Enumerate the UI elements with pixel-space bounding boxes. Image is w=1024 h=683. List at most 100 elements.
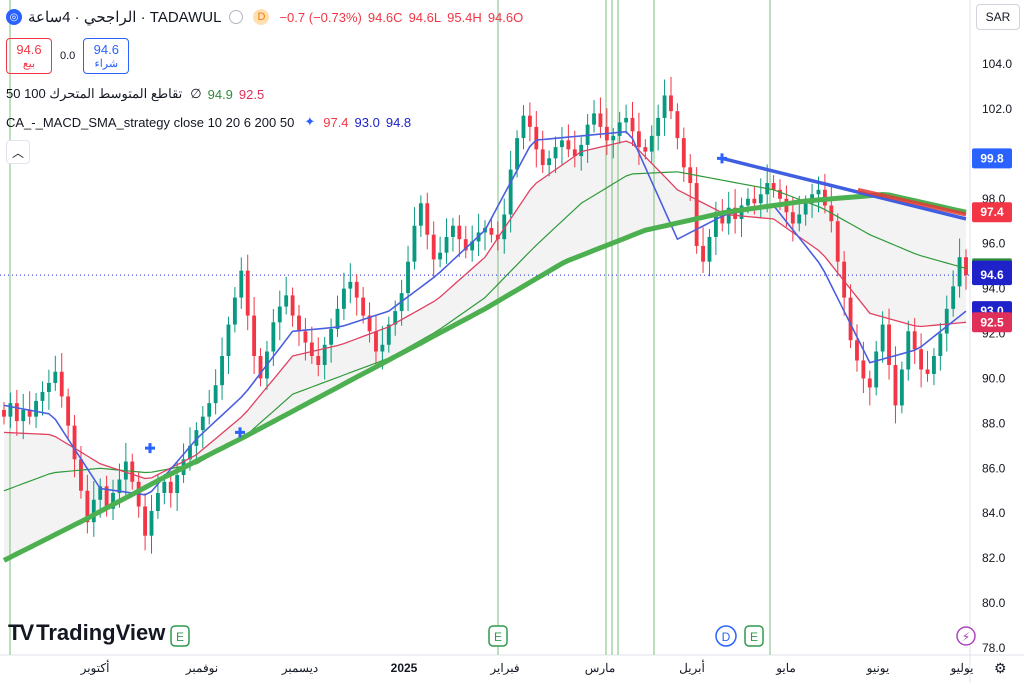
symbol-title[interactable]: الراجحي · 4ساعة · TADAWUL: [28, 9, 222, 26]
candle-body: [91, 499, 96, 523]
candle-body: [624, 117, 629, 123]
candle-body: [329, 329, 334, 345]
y-tick-label: 102.0: [982, 102, 1012, 116]
candle-body: [457, 225, 462, 240]
spread-value: 0.0: [60, 50, 76, 62]
candle-body: [778, 189, 782, 199]
ma-fill-area: [4, 141, 966, 561]
tradingview-logo-icon: TV: [8, 620, 34, 645]
candle-body: [675, 111, 680, 139]
y-tick-label: 90.0: [982, 371, 1006, 385]
candle-body: [290, 295, 295, 316]
ma-cross-indicator[interactable]: 50 100 تقاطع المتوسط المتحرك ∅ 94.9 92.5: [6, 86, 264, 102]
ema-fast-line: [3, 130, 967, 496]
candle-body: [938, 333, 943, 356]
signal-marker-icon: [717, 153, 727, 164]
candle-body: [944, 308, 949, 334]
candle-body: [855, 340, 859, 361]
candle-body: [34, 400, 38, 417]
x-tick-label: أبريل: [679, 660, 705, 675]
candle-body: [598, 113, 603, 127]
candle-body: [906, 331, 911, 370]
candle-body: [720, 212, 725, 224]
change-value: −0.7 (−0.73%): [279, 9, 362, 25]
candle-body: [790, 212, 795, 224]
candle-body: [540, 149, 545, 166]
x-tick-label: مايو: [775, 661, 796, 675]
candle-body: [335, 308, 340, 330]
candle-body: [175, 475, 180, 494]
candle-body: [66, 396, 71, 426]
candle-body: [40, 391, 45, 401]
candle-body: [502, 214, 507, 240]
candle-body: [444, 236, 449, 253]
chart-legend: ◎ الراجحي · 4ساعة · TADAWUL D −0.7 (−0.7…: [0, 0, 970, 140]
candle-body: [893, 364, 898, 406]
candle-body: [21, 409, 26, 422]
candle-body: [643, 147, 648, 152]
candle-body: [649, 135, 654, 152]
candle-body: [412, 225, 417, 262]
candle-body: [835, 221, 840, 262]
sparkle-icon[interactable]: ✦: [304, 114, 316, 129]
candle-body: [932, 356, 936, 374]
price-label-text: 92.5: [980, 315, 1004, 329]
candle-body: [361, 297, 366, 316]
earnings-marker: [744, 625, 764, 647]
candle-body: [579, 144, 584, 157]
candle-body: [816, 189, 821, 195]
candle-body: [636, 131, 641, 148]
currency-selector[interactable]: SAR: [976, 4, 1020, 30]
candle-body: [572, 149, 577, 157]
candle-body: [117, 479, 122, 494]
candle-body: [746, 198, 750, 206]
x-tick-label: 2025: [391, 661, 418, 675]
candle-body: [194, 430, 199, 446]
candle-body: [309, 342, 314, 356]
symbol-logo-icon: ◎: [6, 9, 22, 25]
dividend-badge[interactable]: D: [253, 9, 270, 25]
y-tick-label: 104.0: [982, 57, 1012, 71]
candle-body: [848, 297, 853, 341]
candle-body: [431, 234, 436, 260]
price-label: [972, 312, 1012, 333]
candle-body: [213, 385, 218, 404]
candle-body: [14, 403, 19, 422]
candle-body: [85, 490, 90, 523]
chevron-up-icon[interactable]: ︿: [6, 140, 30, 164]
gear-icon[interactable]: ⚙: [994, 660, 1007, 676]
buy-price: 94.6: [93, 42, 119, 57]
ma-cross-name: 50 100 تقاطع المتوسط المتحرك: [6, 86, 183, 101]
candle-body: [701, 245, 705, 262]
price-label: [972, 202, 1012, 223]
buy-button[interactable]: 94.6 شراء: [83, 38, 130, 74]
candle-body: [662, 95, 667, 118]
candle-body: [688, 167, 693, 184]
candle-body: [79, 459, 83, 491]
candle-body: [726, 207, 731, 224]
tradingview-logo[interactable]: TV TradingView: [8, 620, 165, 646]
candle-body: [303, 331, 308, 343]
candle-body: [226, 324, 231, 356]
y-tick-label: 86.0: [982, 461, 1006, 475]
y-tick-label: 96.0: [982, 237, 1006, 251]
candle-body: [53, 371, 58, 383]
strategy-name: CA_-_MACD_SMA_strategy close 10 20 6 200…: [6, 114, 295, 130]
candle-body: [521, 115, 526, 139]
candle-body: [912, 331, 917, 350]
candle-body: [553, 147, 558, 159]
low-value: 94.6L: [408, 9, 442, 25]
trade-row: 94.6 بيع 0.0 94.6 شراء: [6, 38, 130, 74]
sell-button[interactable]: 94.6 بيع: [6, 38, 52, 74]
candle-body: [547, 158, 552, 166]
hidden-icon[interactable]: ∅: [190, 86, 202, 101]
x-tick-label: مارس: [585, 661, 616, 675]
candle-body: [284, 295, 289, 307]
strategy-indicator[interactable]: CA_-_MACD_SMA_strategy close 10 20 6 200…: [6, 114, 411, 130]
strategy-value-2: 93.0: [354, 114, 380, 130]
candle-body: [867, 378, 872, 388]
candle-body: [316, 356, 321, 365]
candle-body: [874, 351, 879, 388]
symbol-row[interactable]: ◎ الراجحي · 4ساعة · TADAWUL D −0.7 (−0.7…: [6, 8, 529, 26]
